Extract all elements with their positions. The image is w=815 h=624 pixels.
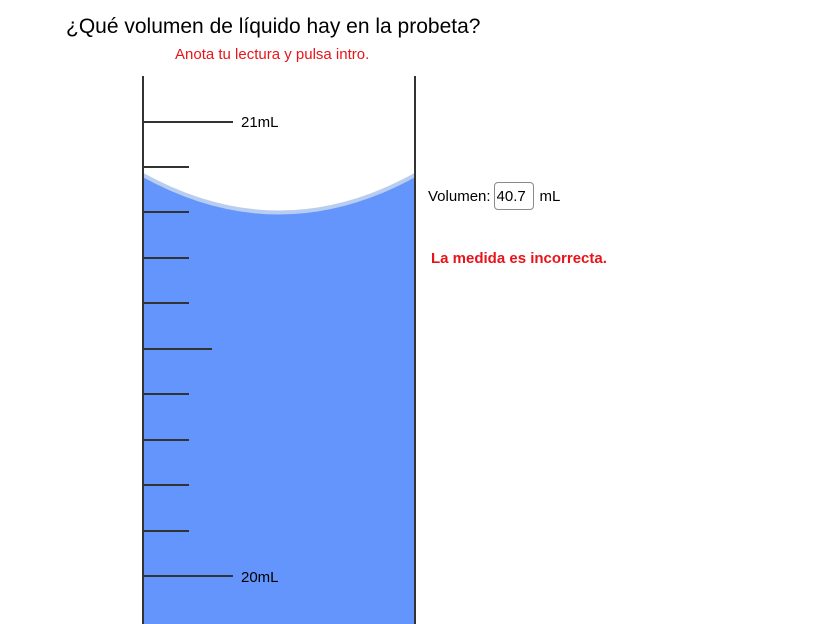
feedback-message: La medida es incorrecta. [431, 250, 607, 267]
tick-label-20ml: 20mL [241, 569, 279, 586]
volume-input[interactable] [493, 182, 534, 210]
question-title: ¿Qué volumen de líquido hay en la probet… [66, 15, 481, 38]
volume-answer-row: Volumen: mL [428, 180, 560, 212]
tick-label-21ml: 21mL [241, 114, 279, 131]
liquid [143, 175, 415, 624]
instruction-text: Anota tu lectura y pulsa intro. [175, 46, 370, 63]
meniscus-edge [142, 173, 416, 215]
volume-label: Volumen: [428, 187, 491, 205]
volume-unit: mL [539, 187, 561, 205]
